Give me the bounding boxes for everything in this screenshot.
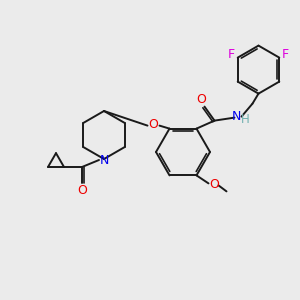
Text: H: H: [241, 113, 250, 126]
Text: O: O: [196, 93, 206, 106]
Text: O: O: [210, 178, 219, 191]
Text: N: N: [232, 110, 241, 123]
Text: O: O: [77, 184, 87, 197]
Text: F: F: [228, 48, 235, 61]
Text: O: O: [148, 118, 158, 131]
Text: N: N: [99, 154, 109, 166]
Text: F: F: [282, 48, 289, 61]
